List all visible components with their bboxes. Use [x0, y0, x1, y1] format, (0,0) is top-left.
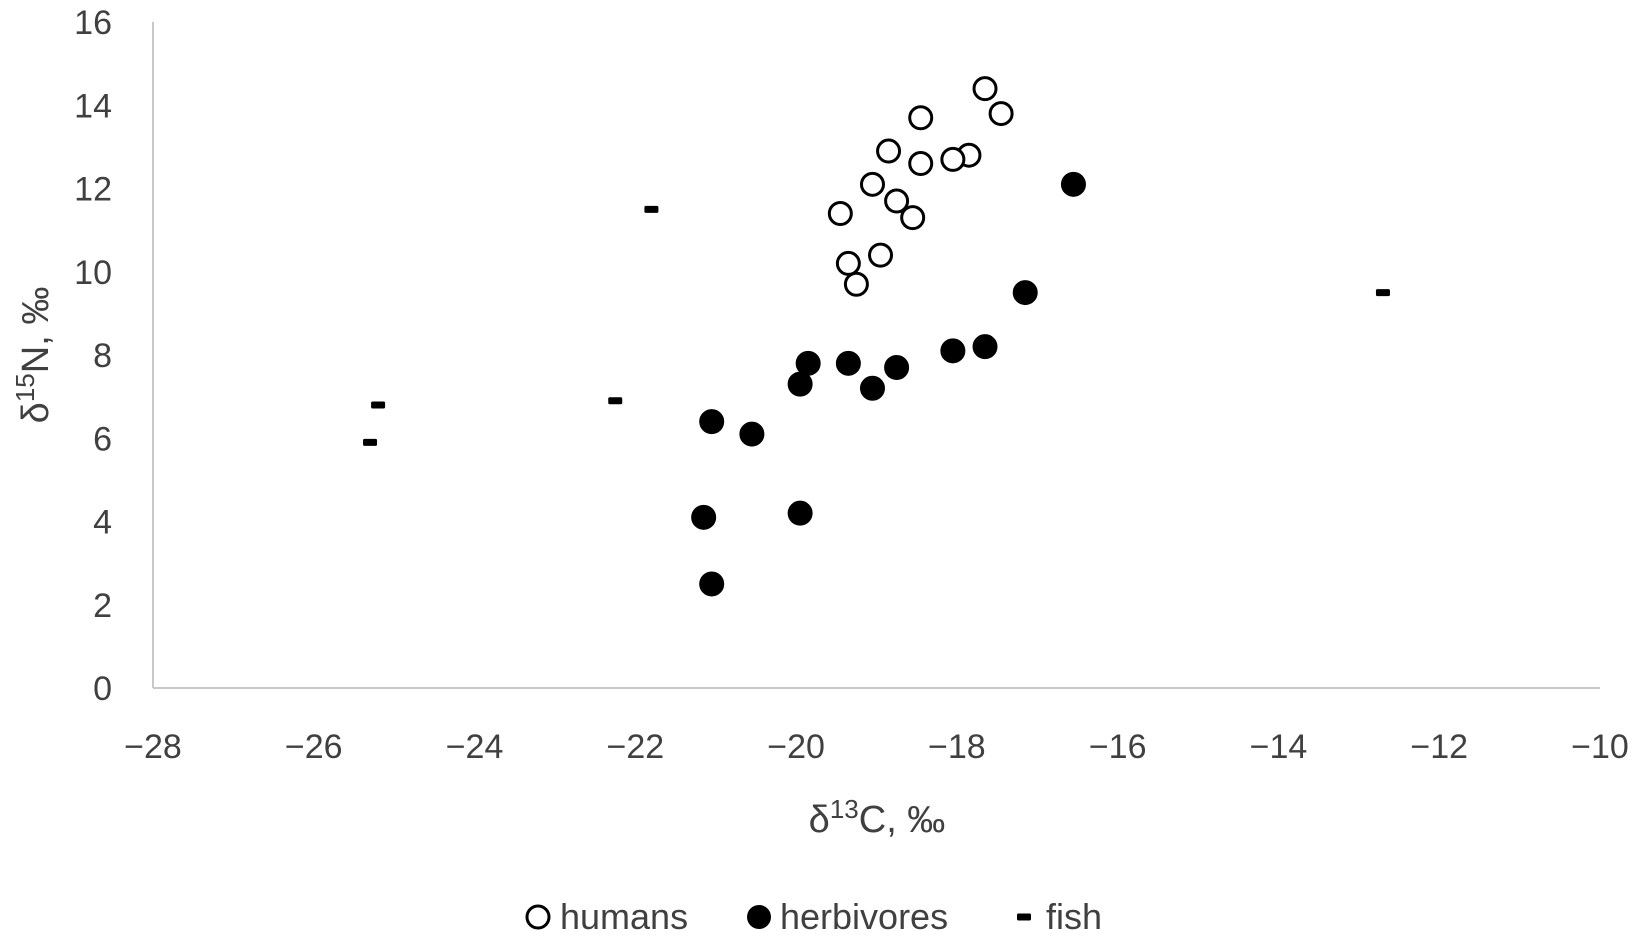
x-tick-label: −20: [767, 728, 825, 766]
data-points: [363, 76, 1390, 597]
humans-point: [835, 250, 861, 276]
y-tick-label: 0: [93, 670, 112, 708]
y-axis-title-rest: N, ‰: [15, 287, 57, 374]
y-axis-title: δ15N, ‰: [10, 287, 57, 424]
y-axis-title-base: δ: [15, 402, 57, 423]
fish-point: [363, 438, 378, 446]
x-tick-label: −10: [1571, 728, 1629, 766]
x-tick-labels: −28 −26 −24 −22 −20 −18 −16 −14 −12 −10: [124, 728, 1629, 766]
humans-point: [900, 205, 926, 231]
y-tick-label: 10: [74, 254, 112, 292]
legend-humans-label: humans: [560, 896, 688, 937]
fish-point: [644, 205, 659, 213]
herbivores-point: [787, 500, 813, 526]
herbivores-point: [739, 421, 765, 447]
legend-herbivores-marker: [747, 905, 771, 929]
x-tick-label: −16: [1089, 728, 1147, 766]
legend-fish-label: fish: [1046, 896, 1102, 937]
herbivores-point: [699, 409, 725, 435]
x-axis-title: δ13C, ‰: [809, 794, 946, 841]
humans-point: [859, 171, 885, 197]
herbivores-point: [835, 350, 861, 376]
x-tick-label: −26: [285, 728, 343, 766]
x-tick-label: −28: [124, 728, 182, 766]
herbivores-point: [972, 334, 998, 360]
legend: humans herbivores fish: [525, 896, 1102, 937]
humans-point: [868, 242, 894, 268]
x-tick-label: −24: [446, 728, 504, 766]
y-tick-label: 14: [74, 87, 112, 125]
x-tick-label: −18: [928, 728, 986, 766]
y-tick-label: 4: [93, 504, 112, 542]
humans-point: [884, 188, 910, 214]
legend-item-humans: humans: [525, 896, 688, 937]
axes: [152, 22, 1600, 689]
humans-point: [908, 151, 934, 177]
y-tick-label: 16: [74, 4, 112, 42]
humans-point: [988, 101, 1014, 127]
x-axis-title-rest: C, ‰: [859, 799, 946, 841]
legend-fish-marker: [1017, 913, 1031, 921]
herbivores-point: [1012, 280, 1038, 306]
y-tick-label: 2: [93, 587, 112, 625]
humans-point: [908, 105, 934, 131]
legend-humans-marker: [525, 904, 551, 930]
series-fish: [363, 205, 1390, 446]
herbivores-point: [691, 504, 717, 530]
humans-point: [827, 200, 853, 226]
x-tick-label: −14: [1250, 728, 1308, 766]
y-axis-title-sup: 15: [10, 373, 40, 402]
humans-point: [972, 76, 998, 102]
humans-point: [843, 271, 869, 297]
x-tick-label: −12: [1410, 728, 1468, 766]
herbivores-point: [884, 354, 910, 380]
fish-point: [608, 397, 623, 405]
legend-item-fish: fish: [1017, 896, 1102, 937]
x-axis-title-sup: 13: [830, 794, 859, 824]
y-tick-label: 12: [74, 171, 112, 209]
humans-point: [940, 146, 966, 172]
herbivores-point: [1060, 171, 1086, 197]
y-tick-label: 6: [93, 420, 112, 458]
legend-item-herbivores: herbivores: [747, 896, 948, 937]
x-axis-title-base: δ: [809, 799, 830, 841]
herbivores-point: [699, 571, 725, 597]
herbivores-point: [940, 338, 966, 364]
legend-herbivores-label: herbivores: [780, 896, 948, 937]
y-tick-label: 8: [93, 337, 112, 375]
herbivores-point: [787, 371, 813, 397]
humans-point: [876, 138, 902, 164]
y-tick-labels: 0 2 4 6 8 10 12 14 16: [74, 4, 112, 708]
series-humans: [827, 76, 1014, 297]
x-tick-label: −22: [606, 728, 664, 766]
fish-point: [371, 401, 386, 409]
herbivores-point: [859, 375, 885, 401]
series-herbivores: [691, 171, 1086, 597]
fish-point: [1375, 289, 1390, 297]
